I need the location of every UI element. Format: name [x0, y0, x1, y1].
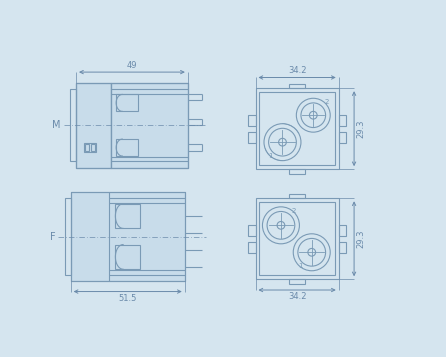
Bar: [256, 198, 339, 279]
Bar: [116, 245, 140, 269]
Bar: [248, 242, 256, 253]
Bar: [111, 83, 188, 167]
Bar: [248, 115, 256, 126]
Bar: [256, 88, 339, 169]
Text: 1: 1: [268, 152, 273, 159]
Text: 49: 49: [127, 61, 137, 70]
Text: 29.3: 29.3: [356, 120, 365, 138]
Bar: [339, 132, 347, 143]
Text: M: M: [52, 120, 61, 130]
Text: 2: 2: [325, 99, 329, 105]
Bar: [289, 84, 305, 88]
Bar: [71, 192, 185, 281]
Text: 51.5: 51.5: [119, 294, 137, 303]
Bar: [116, 95, 138, 111]
Text: F: F: [50, 232, 55, 242]
Bar: [248, 225, 256, 236]
Text: 29.3: 29.3: [356, 230, 365, 248]
Text: 2: 2: [292, 208, 296, 214]
Bar: [289, 169, 305, 174]
Bar: [91, 145, 95, 151]
Bar: [111, 83, 188, 167]
Bar: [76, 83, 188, 167]
Bar: [248, 132, 256, 143]
Bar: [339, 242, 347, 253]
Bar: [76, 83, 111, 167]
Bar: [339, 225, 347, 236]
Text: 34.2: 34.2: [288, 292, 306, 301]
Text: 1: 1: [298, 263, 302, 269]
Bar: [116, 139, 138, 156]
Bar: [71, 192, 185, 281]
Bar: [76, 83, 111, 167]
Bar: [260, 202, 335, 275]
Bar: [65, 198, 71, 275]
Bar: [339, 115, 347, 126]
Bar: [84, 143, 96, 152]
Bar: [260, 92, 335, 165]
Bar: [289, 279, 305, 284]
Bar: [85, 145, 89, 151]
Bar: [289, 194, 305, 198]
Bar: [70, 89, 76, 161]
Text: 34.2: 34.2: [288, 66, 306, 75]
Bar: [116, 204, 140, 228]
